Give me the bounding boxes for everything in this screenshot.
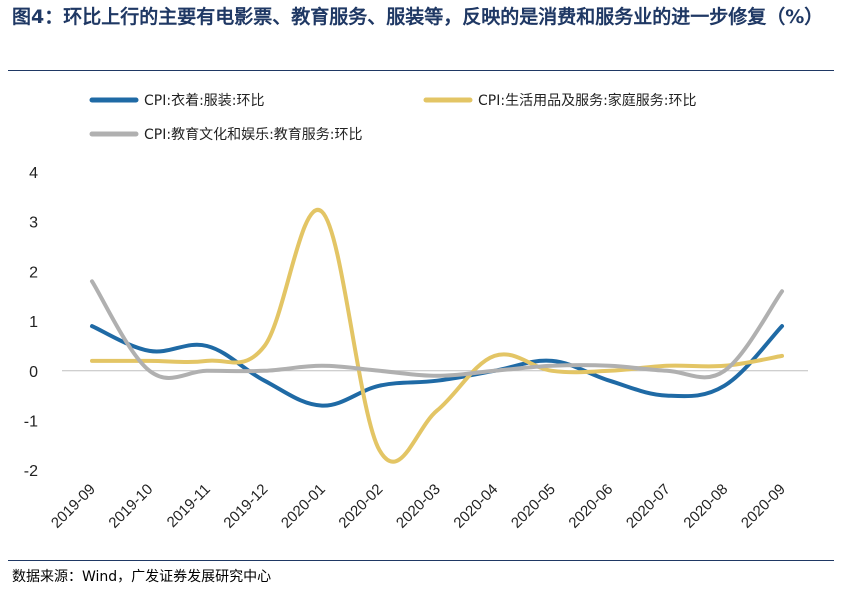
x-tick-label: 2020-01 (278, 481, 329, 532)
title-divider (8, 70, 834, 71)
x-tick-label: 2020-03 (393, 481, 444, 532)
x-tick-label: 2019-11 (164, 481, 214, 531)
series-lines (90, 207, 784, 464)
x-tick-label: 2020-07 (623, 481, 674, 532)
legend-label-1: CPI:衣着:服装:环比 (144, 93, 265, 109)
source-divider (8, 560, 834, 561)
y-tick-label: -2 (24, 463, 38, 480)
series-line-3 (90, 279, 784, 380)
x-tick-label: 2019-09 (48, 481, 99, 532)
x-tick-label: 2020-05 (508, 481, 559, 532)
y-axis: 4 3 2 1 0 -1 -2 (24, 165, 808, 480)
y-tick-label: 0 (29, 364, 38, 381)
y-tick-label: 1 (29, 314, 38, 331)
line-chart: CPI:衣着:服装:环比 CPI:生活用品及服务:家庭服务:环比 CPI:教育文化和… (24, 92, 808, 532)
x-tick-label: 2020-06 (565, 481, 616, 532)
y-tick-label: 2 (29, 264, 38, 281)
x-tick-label: 2020-08 (680, 481, 731, 532)
x-tick-label: 2019-12 (220, 481, 271, 532)
series-line-1 (90, 324, 784, 408)
chart-title: 图4：环比上行的主要有电影票、教育服务、服装等，反映的是消费和服务业的进一步修复… (12, 6, 824, 28)
x-tick-label: 2020-02 (335, 481, 386, 532)
series-line-2 (90, 207, 784, 464)
x-tick-label: 2020-04 (450, 481, 501, 532)
y-tick-label: -1 (24, 414, 38, 431)
legend: CPI:衣着:服装:环比 CPI:生活用品及服务:家庭服务:环比 CPI:教育文化和… (89, 92, 697, 143)
source-note: 数据来源：Wind，广发证券发展研究中心 (12, 569, 272, 585)
x-axis: 2019-09 2019-10 2019-11 2019-12 2020-01 2020-… (48, 481, 789, 532)
x-tick-label: 2019-10 (105, 481, 156, 532)
y-tick-label: 4 (29, 165, 38, 182)
x-tick-label: 2020-09 (738, 481, 789, 532)
legend-label-3: CPI:教育文化和娱乐:教育服务:环比 (144, 127, 363, 143)
y-tick-label: 3 (29, 215, 38, 232)
legend-label-2: CPI:生活用品及服务:家庭服务:环比 (478, 92, 697, 109)
